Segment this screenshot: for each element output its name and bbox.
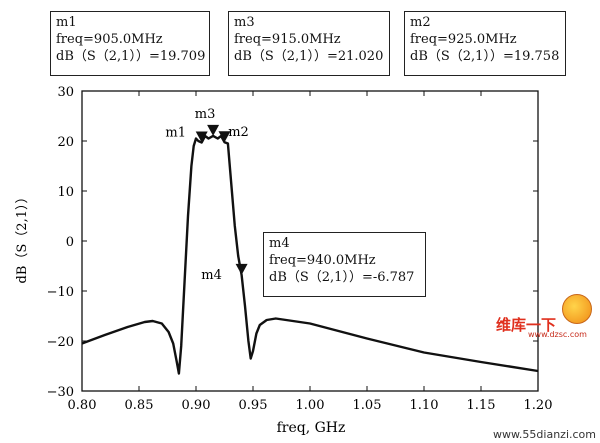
marker-m1-triangle [195,131,208,143]
y-tick-label: 10 [57,185,74,200]
x-axis-label: freq, GHz [277,420,346,436]
marker-m1-label: m1 [165,125,186,140]
x-tick-label: 1.05 [353,398,382,413]
marker-box-value: dB（S（2,1））=19.758 [410,49,560,64]
logo-url: www.dzsc.com [528,330,587,339]
y-tick-label: −30 [47,385,74,400]
chart-plot [81,134,539,375]
y-axis-label: dB（S（2,1）） [15,191,30,284]
y-tick-label: 20 [57,135,74,150]
marker-m4-triangle [235,263,248,275]
marker-box-label: m1 [56,15,77,30]
marker-box-m4: m4 freq=940.0MHz dB（S（2,1））=-6.787 [263,232,426,297]
x-tick-label: 0.85 [125,398,154,413]
marker-box-m3: m3 freq=915.0MHz dB（S（2,1））=21.020 [228,11,390,76]
marker-m3-label: m3 [195,107,216,122]
marker-box-freq: freq=940.0MHz [269,253,376,268]
y-tick-label: 0 [66,235,74,250]
marker-box-value: dB（S（2,1））=21.020 [234,49,384,64]
series-line [81,134,539,375]
chart-ticks: 0.80 0.85 0.90 0.95 1.00 1.05 1.10 1.15 1.20 30 20… [47,85,553,413]
marker-m2-triangle [218,131,231,143]
marker-m2-label: m2 [228,125,249,140]
watermark: www.55dianzi.com [492,428,596,441]
marker-box-freq: freq=905.0MHz [56,32,163,47]
marker-m3-triangle [207,124,220,136]
y-tick-label: 30 [57,85,74,100]
y-tick-label: −10 [47,285,74,300]
marker-box-freq: freq=915.0MHz [234,32,341,47]
x-tick-label: 0.95 [239,398,268,413]
x-tick-label: 1.20 [524,398,553,413]
marker-box-m2: m2 freq=925.0MHz dB（S（2,1））=19.758 [404,11,566,76]
marker-box-label: m2 [410,15,431,30]
y-tick-label: −20 [47,335,74,350]
x-tick-label: 0.90 [182,398,211,413]
logo-text: 维库一下 [496,316,557,334]
marker-box-value: dB（S（2,1））=19.709 [56,49,206,64]
marker-box-label: m4 [269,236,290,251]
marker-m4-label: m4 [201,268,222,283]
marker-box-value: dB（S（2,1））=-6.787 [269,270,415,285]
marker-box-label: m3 [234,15,255,30]
x-tick-label: 1.10 [410,398,439,413]
chart-markers: m1 m3 m2 m4 [165,107,248,283]
x-tick-label: 1.00 [296,398,325,413]
x-tick-label: 1.15 [467,398,496,413]
site-logo: 维库一下 www.dzsc.com [496,292,596,342]
marker-box-freq: freq=925.0MHz [410,32,517,47]
marker-box-m1: m1 freq=905.0MHz dB（S（2,1））=19.709 [50,11,210,76]
x-tick-label: 0.80 [68,398,97,413]
mascot-icon [562,294,592,324]
